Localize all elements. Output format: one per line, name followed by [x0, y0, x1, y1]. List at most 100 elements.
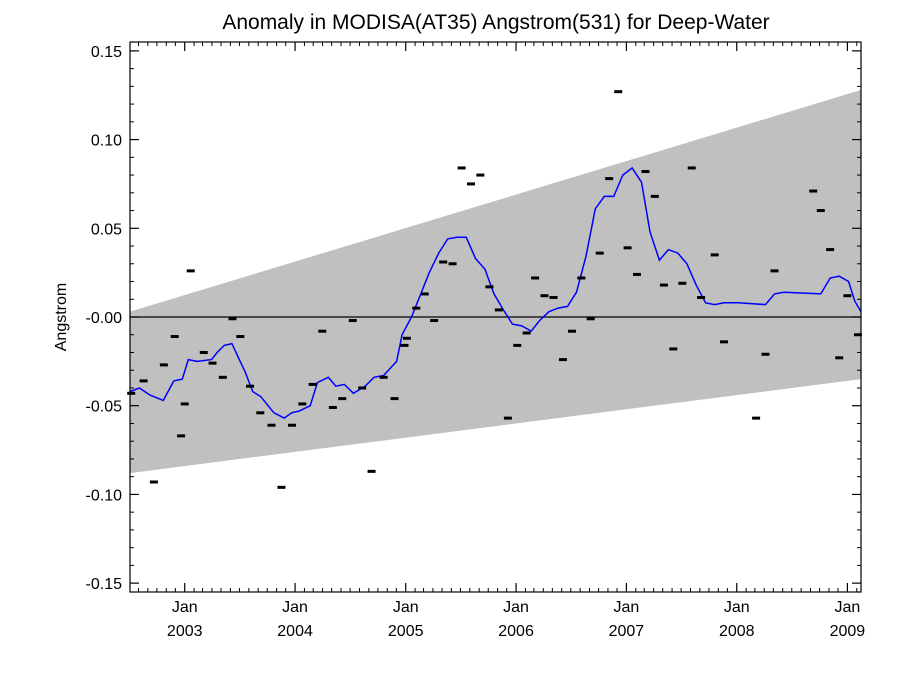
- data-marker: [503, 416, 512, 420]
- data-marker: [669, 347, 678, 351]
- x-tick-month-label: Jan: [393, 599, 419, 616]
- data-marker: [678, 281, 687, 285]
- data-marker: [277, 485, 286, 489]
- data-marker: [513, 343, 522, 347]
- x-tick-month-label: Jan: [503, 599, 529, 616]
- data-marker: [308, 382, 317, 386]
- data-marker: [199, 350, 208, 354]
- y-tick-label: 0.15: [91, 44, 122, 61]
- data-marker: [139, 379, 148, 383]
- data-marker: [826, 248, 835, 252]
- x-tick-year-label: 2006: [498, 623, 534, 640]
- data-marker: [367, 469, 376, 473]
- data-marker: [127, 391, 136, 395]
- y-axis-label: Angstrom: [53, 283, 70, 351]
- data-marker: [835, 356, 844, 360]
- confidence-envelope: [130, 89, 861, 474]
- data-marker: [687, 166, 696, 170]
- x-tick-year-label: 2004: [277, 623, 313, 640]
- data-marker: [531, 276, 540, 280]
- data-marker: [595, 251, 604, 255]
- data-marker: [697, 295, 706, 299]
- x-tick-year-label: 2009: [830, 623, 866, 640]
- data-marker: [720, 340, 729, 344]
- data-marker: [170, 335, 179, 339]
- data-marker: [208, 361, 217, 365]
- monthly-anomaly-markers: [127, 90, 862, 489]
- x-tick-year-label: 2007: [609, 623, 645, 640]
- data-marker: [710, 253, 719, 257]
- data-marker: [770, 269, 779, 273]
- data-marker: [228, 317, 237, 321]
- data-marker: [348, 319, 357, 323]
- data-marker: [467, 182, 476, 186]
- data-marker: [605, 177, 614, 181]
- data-marker: [586, 317, 595, 321]
- data-marker: [218, 375, 227, 379]
- plot-area: [127, 89, 862, 489]
- data-marker: [623, 246, 632, 250]
- data-marker: [650, 194, 659, 198]
- data-marker: [149, 480, 158, 484]
- data-marker: [379, 375, 388, 379]
- data-marker: [752, 416, 761, 420]
- data-marker: [402, 336, 411, 340]
- data-marker: [430, 319, 439, 323]
- chart-title: Anomaly in MODISA(AT35) Angstrom(531) fo…: [222, 11, 769, 34]
- smoothed-anomaly-line: [129, 166, 862, 419]
- data-marker: [448, 262, 457, 266]
- data-marker: [186, 269, 195, 273]
- data-marker: [809, 189, 818, 193]
- data-marker: [390, 397, 399, 401]
- data-marker: [412, 306, 421, 310]
- data-marker: [267, 423, 276, 427]
- y-tick-label: -0.10: [86, 487, 123, 504]
- data-marker: [476, 173, 485, 177]
- data-marker: [288, 423, 297, 427]
- x-tick-month-label: Jan: [834, 599, 860, 616]
- data-marker: [549, 295, 558, 299]
- data-marker: [246, 384, 255, 388]
- data-marker: [485, 285, 494, 289]
- data-marker: [614, 90, 623, 94]
- y-tick-label: -0.05: [86, 399, 123, 416]
- y-tick-label: 0.10: [91, 133, 122, 150]
- data-marker: [439, 260, 448, 264]
- data-marker: [659, 283, 668, 287]
- data-marker: [400, 343, 409, 347]
- x-tick-year-label: 2003: [167, 623, 203, 640]
- data-marker: [641, 170, 650, 174]
- y-axis: 0.15 0.10 0.05 -0.00 -0.05 -0.10 -0.15: [86, 44, 861, 593]
- data-marker: [494, 308, 503, 312]
- data-marker: [177, 434, 186, 438]
- data-marker: [558, 358, 567, 362]
- y-tick-label: 0.05: [91, 221, 122, 238]
- data-marker: [567, 329, 576, 333]
- data-marker: [577, 276, 586, 280]
- x-tick-year-label: 2008: [719, 623, 755, 640]
- data-marker: [318, 329, 327, 333]
- data-marker: [522, 331, 531, 335]
- data-marker: [632, 272, 641, 276]
- y-tick-label: -0.15: [86, 576, 123, 593]
- x-tick-month-label: Jan: [614, 599, 640, 616]
- data-marker: [256, 411, 265, 415]
- x-tick-year-label: 2005: [388, 623, 424, 640]
- data-marker: [761, 352, 770, 356]
- data-marker: [816, 209, 825, 213]
- y-tick-label: -0.00: [86, 310, 123, 327]
- data-marker: [843, 294, 852, 298]
- x-tick-month-label: Jan: [172, 599, 198, 616]
- x-tick-month-label: Jan: [724, 599, 750, 616]
- x-tick-month-label: Jan: [282, 599, 308, 616]
- x-axis: Jan 2003 Jan 2004 Jan 2005 Jan 2006 Jan 2007 Jan 20…: [137, 42, 866, 640]
- data-marker: [159, 363, 168, 367]
- data-marker: [540, 294, 549, 298]
- data-marker: [420, 292, 429, 296]
- data-marker: [358, 386, 367, 390]
- data-marker: [457, 166, 466, 170]
- data-marker: [328, 405, 337, 409]
- data-marker: [298, 402, 307, 406]
- data-marker: [236, 335, 245, 339]
